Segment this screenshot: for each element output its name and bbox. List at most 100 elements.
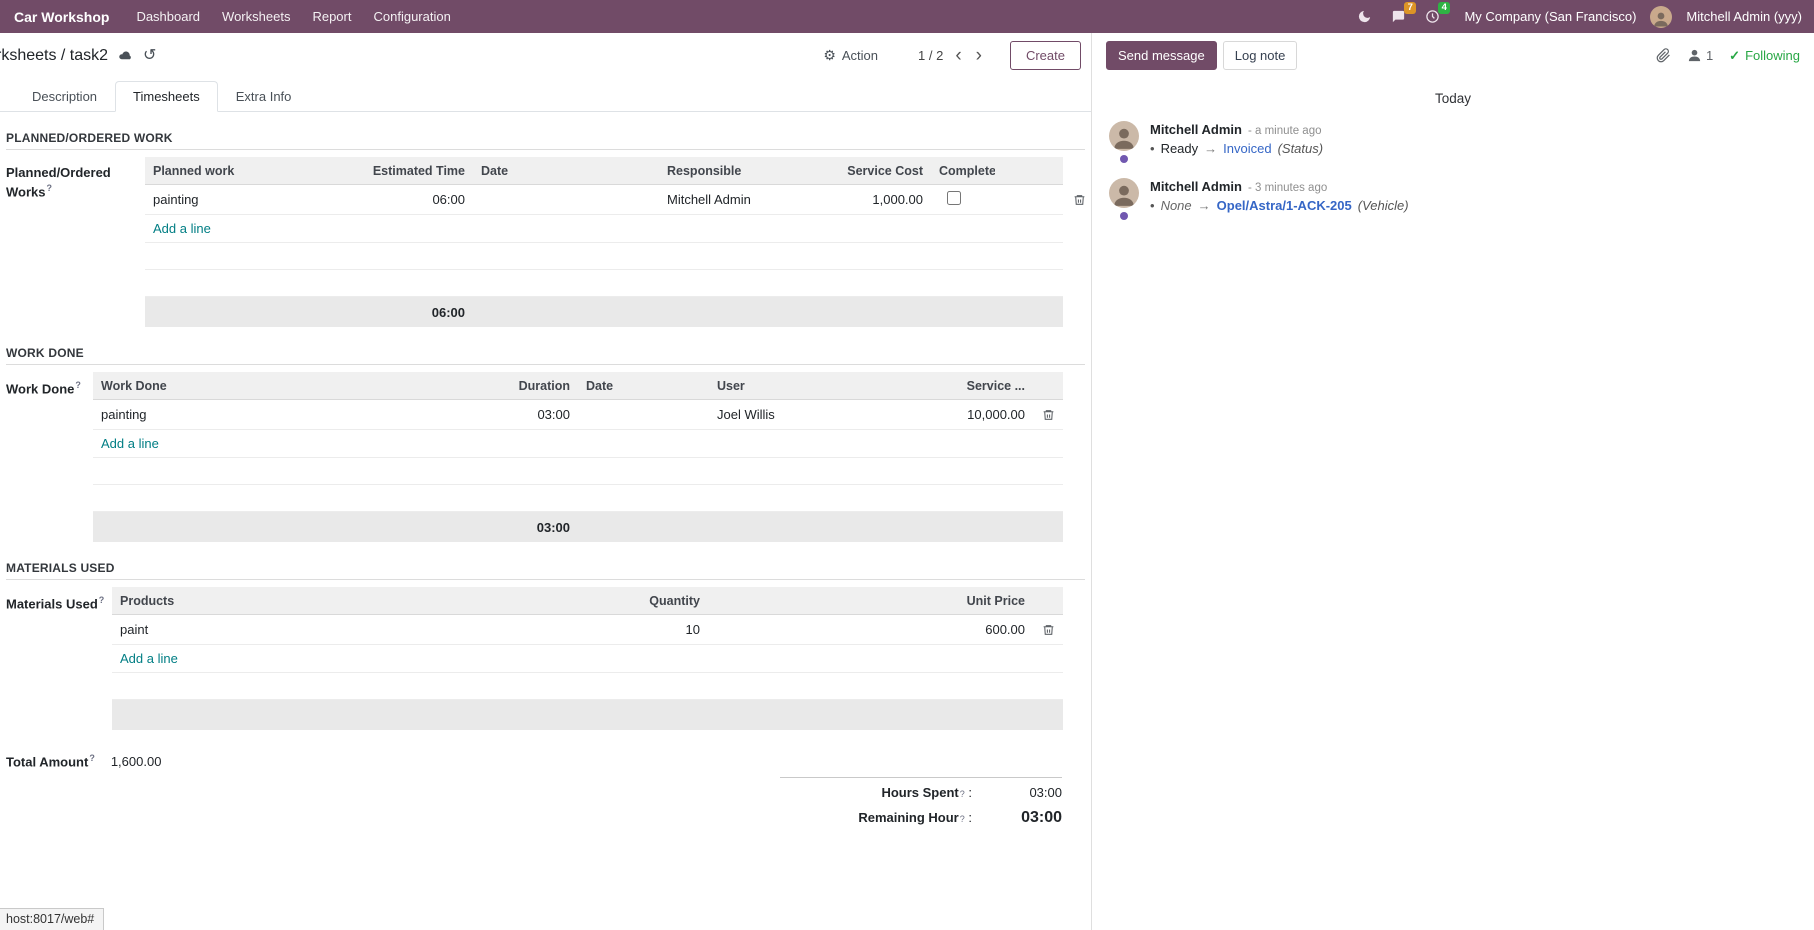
new-value-link[interactable]: Opel/Astra/1-ACK-205 — [1216, 198, 1352, 213]
completed-checkbox[interactable] — [947, 191, 961, 205]
cell-duration[interactable]: 03:00 — [537, 407, 570, 422]
browser-status-bar: host:8017/web# — [0, 908, 105, 930]
materials-row[interactable]: paint 10 600.00 — [112, 615, 1063, 645]
tab-description[interactable]: Description — [32, 89, 98, 104]
col-completed[interactable]: Completed — [939, 163, 995, 178]
message-item: Mitchell Admin - 3 minutes ago • None → … — [1108, 178, 1798, 220]
new-value-link[interactable]: Invoiced — [1223, 141, 1272, 156]
cell-quantity[interactable]: 10 — [685, 622, 700, 637]
app-name[interactable]: Car Workshop — [14, 8, 110, 25]
planned-total-time: 06:00 — [431, 304, 465, 320]
planned-work-table: Planned work Estimated Time Date Respons… — [145, 157, 1085, 327]
col-date[interactable]: Date — [586, 378, 614, 393]
col-quantity[interactable]: Quantity — [649, 593, 700, 608]
arrow-icon: → — [1197, 198, 1211, 213]
action-menu-button[interactable]: ⚙ Action — [823, 47, 878, 64]
log-note-button[interactable]: Log note — [1222, 41, 1298, 70]
cell-estimated-time[interactable]: 06:00 — [432, 192, 465, 207]
cell-product[interactable]: paint — [120, 622, 149, 637]
col-service-cost[interactable]: Service Cost — [847, 163, 923, 178]
empty-row — [145, 243, 1063, 270]
chevron-left-icon[interactable]: ‹ — [955, 44, 962, 66]
planned-work-row[interactable]: painting 06:00 Mitchell Admin 1,000.00 — [145, 185, 1085, 215]
planned-add-a-line[interactable]: Add a line — [153, 221, 211, 236]
delete-row-icon[interactable] — [1042, 408, 1055, 422]
chatter-panel: Send message Log note 1 ✓ Following Toda… — [1092, 33, 1814, 930]
materials-add-a-line[interactable]: Add a line — [120, 651, 178, 666]
materials-table-footer — [112, 700, 1063, 730]
tab-extra-info[interactable]: Extra Info — [235, 89, 292, 104]
col-unit-price[interactable]: Unit Price — [966, 593, 1025, 608]
send-message-button[interactable]: Send message — [1106, 41, 1217, 70]
create-button[interactable]: Create — [1009, 41, 1081, 70]
action-label: Action — [841, 48, 879, 63]
moon-icon[interactable] — [1354, 7, 1374, 27]
chevron-right-icon[interactable]: › — [975, 44, 982, 66]
company-switcher[interactable]: My Company (San Francisco) — [1464, 9, 1637, 24]
work-done-add-a-line[interactable]: Add a line — [101, 436, 159, 451]
attachments-button[interactable] — [1656, 48, 1671, 63]
work-done-table-footer: 03:00 — [93, 512, 1063, 542]
col-duration[interactable]: Duration — [518, 378, 570, 393]
message-author[interactable]: Mitchell Admin — [1150, 122, 1242, 137]
work-done-table-header: Work Done Duration Date User Service ... — [93, 372, 1063, 400]
menu-report[interactable]: Report — [312, 9, 352, 24]
cell-planned-work[interactable]: painting — [153, 192, 199, 207]
materials-table-header: Products Quantity Unit Price — [112, 587, 1063, 615]
section-title-planned-work: PLANNED/ORDERED WORK — [6, 131, 1085, 150]
planned-table-header: Planned work Estimated Time Date Respons… — [145, 157, 1063, 185]
col-estimated-time[interactable]: Estimated Time — [372, 163, 465, 178]
pager-value: 1 / 2 — [918, 48, 944, 63]
follower-person-icon — [1688, 49, 1701, 62]
help-icon: ? — [98, 595, 105, 605]
message-item: Mitchell Admin - a minute ago • Ready → … — [1108, 121, 1798, 163]
help-icon: ? — [46, 182, 53, 193]
hours-spent-value: 03:00 — [1029, 784, 1062, 800]
section-title-materials: MATERIALS USED — [6, 561, 1085, 580]
author-avatar[interactable] — [1109, 178, 1139, 208]
following-button[interactable]: ✓ Following — [1729, 47, 1800, 64]
col-responsible[interactable]: Responsible — [667, 163, 742, 178]
cell-work-done[interactable]: painting — [101, 407, 147, 422]
materials-table: Products Quantity Unit Price paint 10 60… — [112, 587, 1063, 730]
cell-responsible[interactable]: Mitchell Admin — [667, 192, 751, 207]
total-amount-value: 1,600.00 — [110, 753, 162, 769]
activities-badge: 4 — [1438, 1, 1451, 14]
help-icon: ? — [89, 753, 95, 763]
discard-icon[interactable]: ↺ — [143, 46, 157, 64]
col-user[interactable]: User — [717, 378, 745, 393]
cell-user[interactable]: Joel Willis — [717, 407, 775, 422]
messages-badge: 7 — [1404, 1, 1417, 14]
col-date[interactable]: Date — [481, 163, 509, 178]
old-value: None — [1160, 198, 1192, 213]
menu-configuration[interactable]: Configuration — [373, 9, 451, 24]
menu-worksheets[interactable]: Worksheets — [222, 9, 291, 24]
cell-unit-price[interactable]: 600.00 — [985, 622, 1025, 637]
user-avatar[interactable] — [1650, 5, 1673, 28]
cell-service-cost[interactable]: 10,000.00 — [967, 407, 1025, 422]
col-products[interactable]: Products — [120, 593, 175, 608]
col-service-cost[interactable]: Service ... — [966, 378, 1025, 393]
delete-row-icon[interactable] — [1073, 193, 1086, 207]
followers-button[interactable]: 1 — [1687, 48, 1713, 63]
total-amount-label: Total Amount? — [6, 753, 95, 770]
work-done-total-duration: 03:00 — [536, 519, 570, 535]
messages-icon[interactable]: 7 — [1388, 1, 1417, 27]
user-menu[interactable]: Mitchell Admin (yyy) — [1686, 9, 1802, 24]
save-cloud-icon[interactable] — [118, 48, 133, 63]
delete-row-icon[interactable] — [1042, 623, 1055, 637]
empty-row — [145, 270, 1063, 297]
col-planned-work[interactable]: Planned work — [153, 163, 235, 178]
breadcrumb[interactable]: rksheets / task2 — [0, 46, 109, 64]
empty-row — [93, 485, 1063, 512]
activities-icon[interactable]: 4 — [1422, 1, 1451, 27]
author-avatar[interactable] — [1109, 121, 1139, 151]
tab-timesheets[interactable]: Timesheets — [115, 81, 218, 112]
work-done-row[interactable]: painting 03:00 Joel Willis 10,000.00 — [93, 400, 1063, 430]
old-value: Ready — [1160, 141, 1199, 156]
menu-dashboard[interactable]: Dashboard — [136, 9, 201, 24]
col-work-done[interactable]: Work Done — [101, 378, 167, 393]
message-author[interactable]: Mitchell Admin — [1150, 179, 1242, 194]
cell-service-cost[interactable]: 1,000.00 — [872, 192, 923, 207]
form-sheet: PLANNED/ORDERED WORK Planned/Ordered Wor… — [0, 112, 1091, 930]
